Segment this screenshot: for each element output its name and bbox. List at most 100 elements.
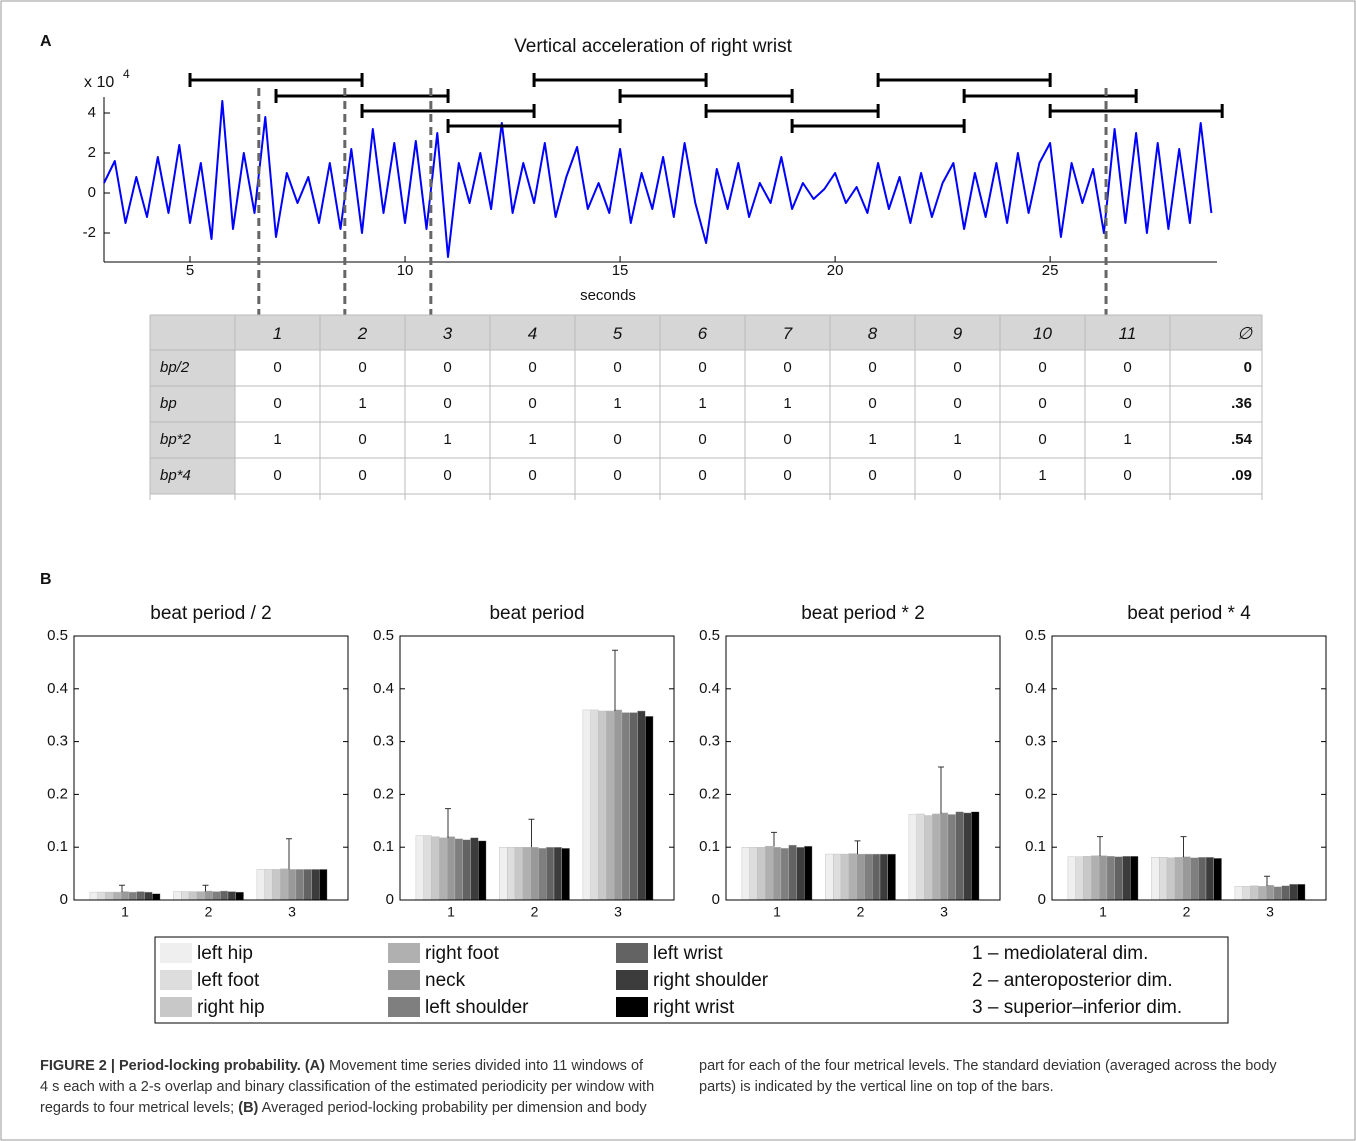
- x-tick-label: 10: [397, 262, 414, 279]
- y-tick-label: 0.4: [699, 680, 720, 697]
- legend-swatch: [616, 943, 648, 963]
- error-bar: [1264, 875, 1270, 886]
- bar: [431, 836, 440, 901]
- table-cell: 0: [1038, 431, 1046, 448]
- bar: [1205, 857, 1215, 901]
- table-cell: 0: [443, 395, 451, 412]
- y-tick-label: 0.2: [373, 785, 394, 802]
- y-tick-label: 0.2: [699, 785, 720, 802]
- x-tick-label: 5: [186, 262, 194, 279]
- y-tick-label: 0.1: [373, 838, 394, 855]
- bar: [423, 835, 432, 901]
- chart-title: beat period / 2: [150, 603, 271, 624]
- table-cell: 1: [868, 431, 876, 448]
- error-bar: [286, 838, 292, 870]
- bar: [741, 847, 750, 901]
- caption-label: (A): [304, 1058, 325, 1074]
- bar: [1091, 855, 1100, 901]
- legend-swatch: [388, 943, 420, 963]
- bar: [454, 838, 463, 901]
- caption-text: Averaged period-locking probability per …: [261, 1058, 1277, 1116]
- bar: [470, 837, 479, 901]
- bar: [840, 853, 850, 901]
- bar: [872, 853, 881, 901]
- bar: [152, 893, 161, 901]
- window-bracket: [962, 89, 1138, 103]
- legend-swatch: [160, 970, 192, 990]
- table-cell: 0: [613, 467, 621, 484]
- bar: [833, 853, 842, 901]
- bar: [1182, 856, 1191, 901]
- y-tick-label: 0.5: [699, 627, 720, 644]
- legend-label: right hip: [197, 997, 265, 1018]
- legend-dimension: 1 – mediolateral dim.: [972, 943, 1148, 964]
- table-label-bg: [150, 315, 235, 494]
- window-bracket: [446, 119, 622, 133]
- x-tick-label: 1: [121, 904, 129, 920]
- bar: [1106, 855, 1115, 901]
- y-tick-label: 0.2: [1025, 785, 1046, 802]
- window-bracket: [274, 89, 450, 103]
- y-tick-label: 0: [60, 891, 68, 908]
- table-cell: 0: [953, 395, 961, 412]
- bar: [645, 716, 654, 901]
- x-tick-label: 2: [205, 904, 213, 920]
- caption-text: Movement time series divided into 11 win…: [40, 1058, 655, 1116]
- x-tick-label: 3: [614, 904, 622, 920]
- x-tick-label: 25: [1042, 262, 1059, 279]
- bar: [272, 869, 281, 901]
- table-header: 11: [1119, 324, 1137, 343]
- table-cell: 0: [443, 359, 451, 376]
- chart-title: Vertical acceleration of right wrist: [514, 36, 792, 57]
- bar: [924, 815, 933, 901]
- row-mean: .09: [1231, 467, 1252, 484]
- bar: [1166, 857, 1176, 901]
- table-cell: 1: [613, 395, 621, 412]
- legend-label: right foot: [425, 943, 500, 964]
- bar: [319, 869, 328, 901]
- window-bracket: [618, 89, 794, 103]
- table-cell: 0: [358, 359, 366, 376]
- x-tick-label: 1: [447, 904, 455, 920]
- bar: [1151, 857, 1160, 901]
- bar: [788, 844, 797, 901]
- legend-swatch: [160, 997, 192, 1017]
- bar: [439, 837, 448, 901]
- legend-swatch: [616, 997, 648, 1017]
- legend-label: right shoulder: [653, 970, 769, 991]
- error-bar: [445, 808, 451, 838]
- panel-label: B: [40, 571, 52, 588]
- bar: [514, 847, 524, 901]
- table-header: 10: [1033, 324, 1052, 343]
- bar: [446, 836, 456, 901]
- y-tick-label: 0.3: [699, 733, 720, 750]
- table-header: ∅: [1237, 324, 1253, 343]
- x-tick-label: 3: [288, 904, 296, 920]
- bar: [128, 891, 137, 901]
- bar: [553, 847, 563, 901]
- legend-swatch: [388, 997, 420, 1017]
- table-cell: 1: [698, 395, 706, 412]
- bar: [963, 812, 972, 901]
- y-tick-label: 0.4: [1025, 680, 1046, 697]
- y-tick-label: 0.1: [47, 838, 68, 855]
- error-bar: [202, 884, 209, 892]
- table-header: 5: [613, 324, 623, 343]
- bar: [1083, 855, 1092, 901]
- bar: [180, 891, 190, 901]
- table-cell: 0: [528, 359, 536, 376]
- y-tick-label: 0: [88, 184, 96, 201]
- bar: [621, 712, 630, 901]
- bar: [287, 869, 297, 901]
- bar: [879, 853, 889, 901]
- table-cell: 0: [953, 359, 961, 376]
- axes-box: [399, 635, 675, 901]
- legend-swatch: [388, 970, 420, 990]
- table-header: 7: [783, 324, 793, 343]
- bar: [1258, 886, 1267, 901]
- bar: [757, 847, 766, 901]
- bar: [864, 853, 873, 901]
- table-cell: 0: [358, 431, 366, 448]
- bar: [955, 811, 964, 901]
